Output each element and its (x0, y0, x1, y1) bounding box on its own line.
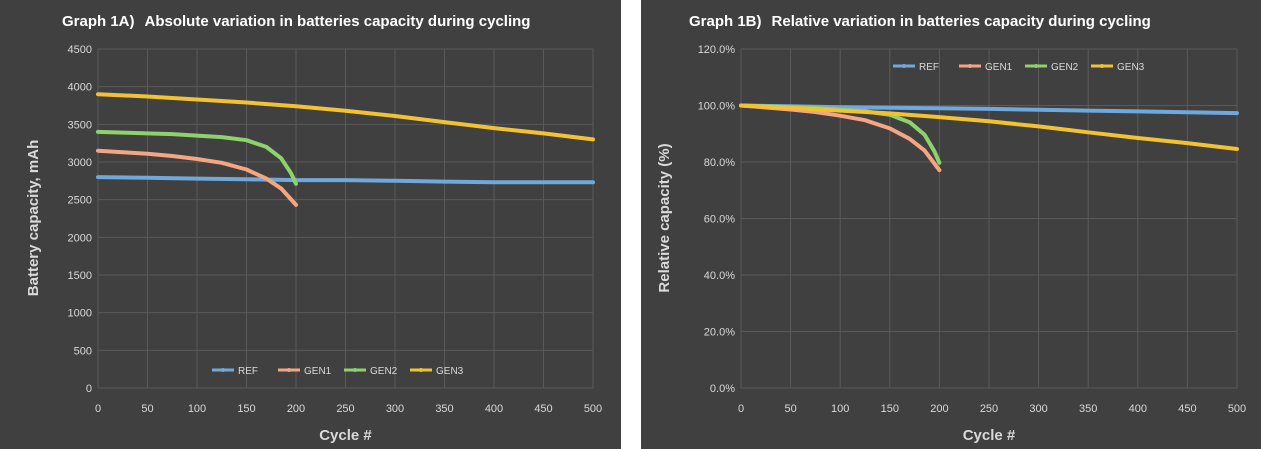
legend-label-gen1: GEN1 (985, 62, 1013, 73)
x-tick-label: 250 (980, 403, 998, 415)
x-tick-label: 200 (930, 403, 948, 415)
x-tick-label: 300 (386, 403, 404, 415)
x-tick-label: 500 (584, 403, 602, 415)
legend-marker-gen3 (1100, 64, 1104, 68)
y-tick-label: 500 (74, 345, 92, 357)
y-tick-label: 4500 (68, 44, 92, 56)
legend-label-ref: REF (919, 62, 939, 73)
x-tick-label: 450 (534, 403, 552, 415)
x-tick-label: 300 (1029, 403, 1047, 415)
legend-marker-gen3 (419, 368, 423, 372)
x-tick-label: 350 (435, 403, 453, 415)
chart-panel-a: Graph 1A) Absolute variation in batteries… (0, 0, 621, 449)
chart-title-text-b: Relative variation in batteries capacity… (771, 13, 1151, 30)
legend: REF GEN1 GEN2 GEN3 (893, 62, 1145, 73)
x-tick-label: 100 (831, 403, 849, 415)
x-tick-label: 0 (95, 403, 101, 415)
legend-label-gen2: GEN2 (1051, 62, 1079, 73)
y-axis-title: Relative capacity (%) (656, 143, 673, 292)
chart-title-a: Graph 1A) Absolute variation in batteries… (62, 13, 530, 30)
chart-title-label-b: Graph 1B) (689, 13, 762, 30)
y-tick-label: 3000 (68, 157, 92, 169)
y-tick-label: 1000 (68, 308, 92, 320)
y-tick-label: 2500 (68, 195, 92, 207)
chart-title-label-a: Graph 1A) (62, 13, 135, 30)
y-tick-label: 0.0% (710, 383, 735, 395)
legend-marker-ref (902, 64, 906, 68)
legend-marker-gen2 (353, 368, 357, 372)
legend-marker-ref (221, 368, 225, 372)
x-tick-label: 350 (1079, 403, 1097, 415)
x-tick-label: 50 (784, 403, 796, 415)
x-axis-title: Cycle # (963, 427, 1016, 444)
x-tick-label: 0 (738, 403, 744, 415)
series-line-gen3 (739, 103, 1239, 151)
x-tick-label: 500 (1228, 403, 1246, 415)
legend-label-gen1: GEN1 (304, 366, 332, 377)
legend-marker-gen1 (968, 64, 972, 68)
chart-title-text-a: Absolute variation in batteries capacity… (144, 13, 531, 30)
y-tick-label: 40.0% (704, 270, 735, 282)
x-tick-label: 250 (336, 403, 354, 415)
y-tick-label: 60.0% (704, 214, 735, 226)
x-tick-label: 450 (1178, 403, 1196, 415)
series-line-gen2 (96, 129, 298, 186)
series-line-gen1 (96, 148, 298, 207)
x-tick-label: 150 (881, 403, 899, 415)
legend-label-ref: REF (238, 366, 258, 377)
x-tick-label: 100 (188, 403, 206, 415)
y-tick-label: 80.0% (704, 157, 735, 169)
legend-marker-gen2 (1034, 64, 1038, 68)
chart-a: 0 500 1000 1500 2000 2500 3000 3500 4000 4500 0 50 1… (25, 44, 602, 444)
legend-marker-gen1 (287, 368, 291, 372)
series-line-gen3 (96, 92, 595, 142)
y-tick-label: 100.0% (698, 101, 736, 113)
chart-b: 0.0% 20.0% 40.0% 60.0% 80.0% 100.0% 120.0% 0 50 1… (656, 44, 1246, 444)
series-line-ref (96, 175, 595, 185)
y-tick-label: 120.0% (698, 44, 736, 56)
y-tick-label: 0 (86, 383, 92, 395)
x-tick-label: 400 (485, 403, 503, 415)
legend: REF GEN1 GEN2 GEN3 (212, 366, 464, 377)
x-tick-label: 200 (287, 403, 305, 415)
legend-label-gen3: GEN3 (1117, 62, 1145, 73)
y-tick-label: 2000 (68, 232, 92, 244)
x-tick-label: 50 (141, 403, 153, 415)
y-tick-label: 20.0% (704, 327, 735, 339)
x-tick-label: 400 (1129, 403, 1147, 415)
x-tick-label: 150 (237, 403, 255, 415)
y-tick-label: 3500 (68, 119, 92, 131)
legend-label-gen3: GEN3 (436, 366, 464, 377)
y-axis-title: Battery capacity, mAh (25, 140, 42, 296)
y-tick-label: 4000 (68, 82, 92, 94)
chart-title-b: Graph 1B) Relative variation in batteries… (689, 13, 1151, 30)
chart-panel-b: Graph 1B) Relative variation in batteries… (641, 0, 1261, 449)
x-axis-title: Cycle # (319, 427, 372, 444)
legend-label-gen2: GEN2 (370, 366, 398, 377)
y-tick-label: 1500 (68, 270, 92, 282)
